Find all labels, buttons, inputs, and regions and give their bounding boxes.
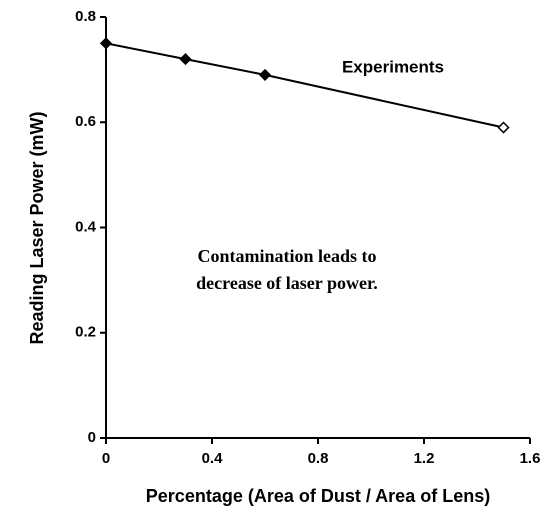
y-tick-label: 0	[88, 429, 96, 446]
x-tick-label: 0	[102, 450, 110, 467]
series-label: Experiments	[342, 57, 444, 76]
data-point	[497, 121, 510, 134]
y-tick-label: 0.8	[75, 8, 96, 25]
data-point	[258, 68, 272, 81]
x-tick-label: 0.8	[308, 450, 329, 467]
y-axis-title: Reading Laser Power (mW)	[27, 111, 47, 344]
x-axis-title: Percentage (Area of Dust / Area of Lens)	[146, 486, 490, 506]
series-line	[105, 42, 504, 129]
y-tick-label: 0.6	[75, 113, 96, 130]
annotation: Contamination leads to	[197, 246, 376, 266]
data-point	[99, 37, 113, 50]
y-tick-label: 0.4	[75, 218, 97, 235]
x-tick-label: 0.4	[202, 450, 224, 467]
data-point	[179, 53, 192, 66]
y-tick-label: 0.2	[75, 324, 96, 341]
annotation: decrease of laser power.	[196, 273, 378, 293]
x-tick-label: 1.2	[414, 450, 435, 467]
x-tick-label: 1.6	[520, 450, 541, 467]
